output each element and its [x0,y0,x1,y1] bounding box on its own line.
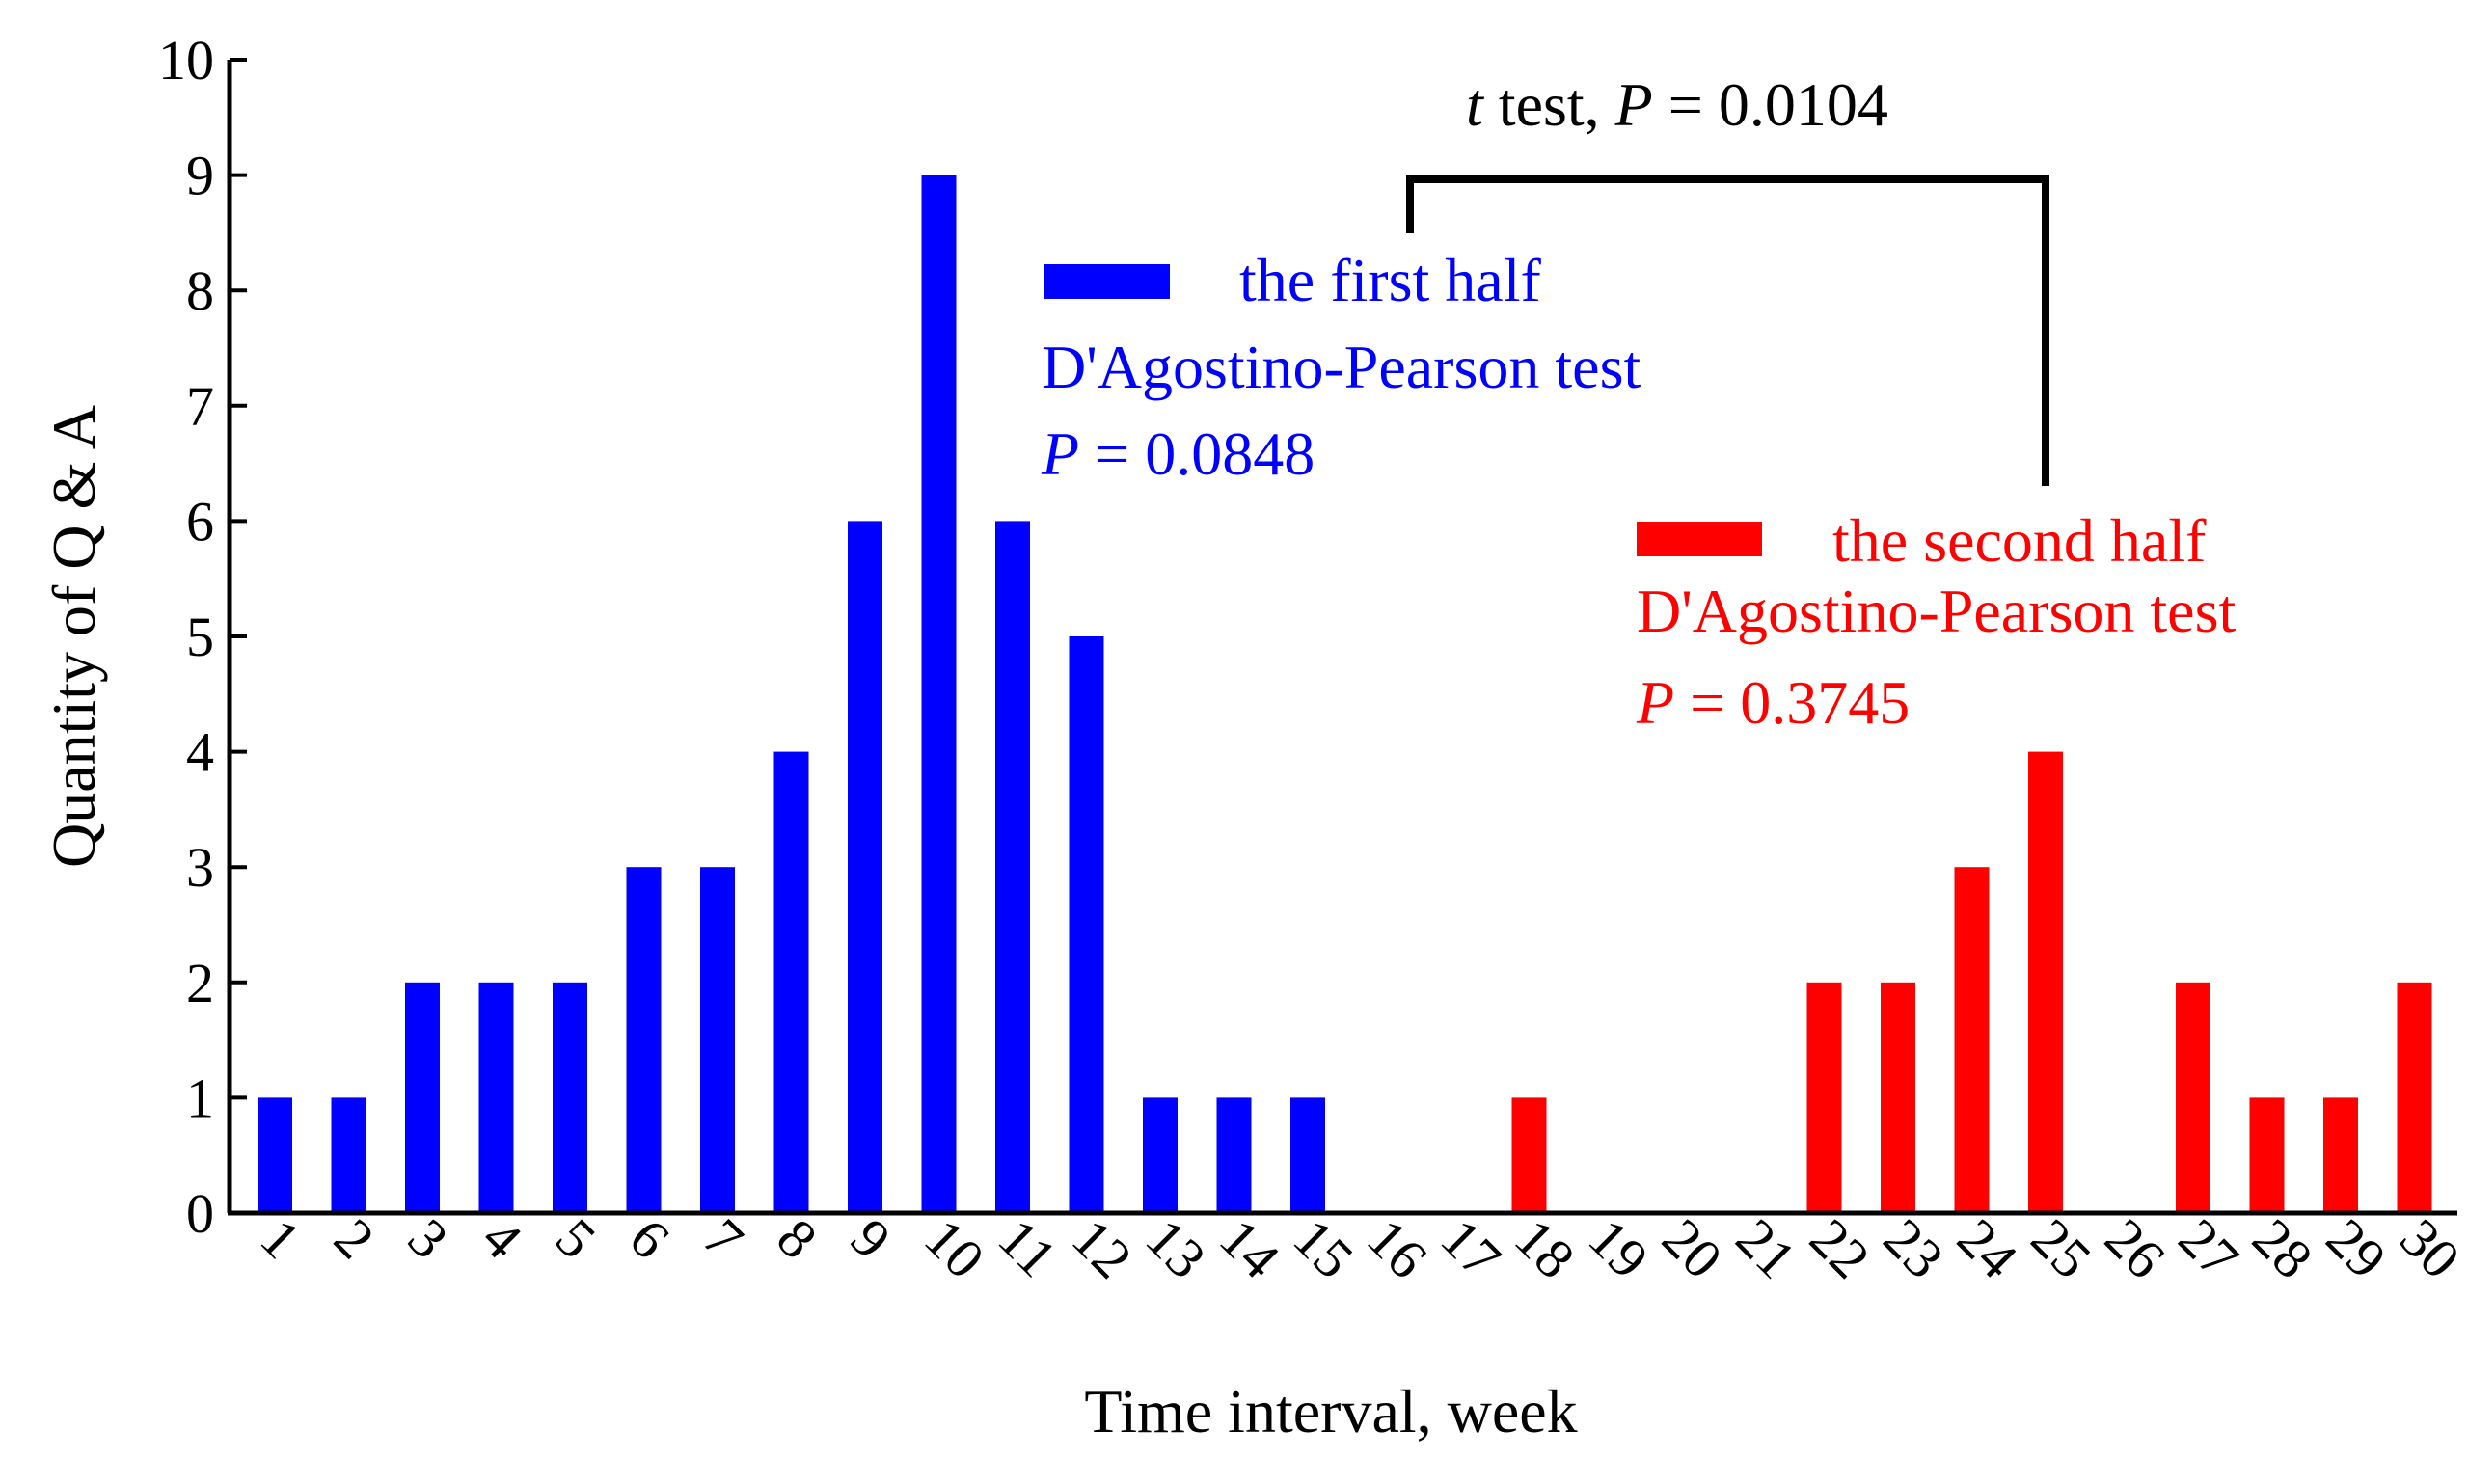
x-tick-label-2: 2 [322,1206,386,1270]
y-tick-label-4: 4 [186,721,214,784]
ttest-p-value: = 0.0104 [1653,70,1888,139]
y-tick-label-2: 2 [186,952,214,1014]
second-half-p-value: P = 0.3745 [1636,668,1910,737]
x-tick-label-7: 7 [692,1206,755,1270]
bar-second-half-week-22 [1806,982,1842,1213]
bar-first-half-week-10 [921,175,957,1214]
y-tick-label-7: 7 [186,375,214,438]
legend-swatch-second-half [1637,522,1762,556]
x-tick-label-3: 3 [396,1206,460,1270]
x-tick-label-13: 13 [1134,1206,1218,1290]
x-tick-label-24: 24 [1945,1206,2029,1290]
bar-second-half-week-24 [1954,867,1990,1213]
y-tick-label-5: 5 [186,606,214,668]
bar-first-half-week-12 [1069,636,1104,1213]
bar-first-half-week-5 [553,982,587,1213]
second-half-p-symbol: P [1636,668,1674,737]
x-tick-label-9: 9 [839,1206,903,1270]
bar-second-half-week-28 [2249,1097,2285,1213]
bar-first-half-week-8 [773,751,809,1213]
bar-second-half-week-18 [1511,1097,1547,1213]
y-tick-label-6: 6 [186,490,214,553]
ttest-bracket [1406,175,2049,486]
bar-first-half-week-1 [258,1097,292,1213]
y-ticks: 0 1 2 3 4 5 6 7 8 9 10 [158,29,247,1245]
bar-second-half-week-30 [2397,982,2432,1213]
x-tick-label-6: 6 [617,1206,681,1270]
second-half-test-name: D'Agostino-Pearson test [1637,577,2236,645]
x-tick-label-27: 27 [2167,1206,2251,1290]
legend-label-second-half: the second half [1832,506,2207,575]
first-half-p-value: P = 0.0848 [1041,419,1315,488]
bar-second-half-week-27 [2176,982,2210,1213]
x-tick-label-17: 17 [1429,1206,1513,1290]
bar-second-half-week-23 [1881,982,1915,1213]
x-tick-label-23: 23 [1872,1206,1956,1290]
ttest-t-symbol: t [1466,70,1485,139]
x-tick-label-11: 11 [987,1206,1069,1288]
bar-first-half-week-2 [331,1097,366,1213]
x-tick-label-25: 25 [2020,1206,2103,1290]
bar-first-half-week-3 [405,982,440,1213]
x-tick-label-30: 30 [2388,1206,2468,1290]
x-tick-label-12: 12 [1060,1206,1144,1290]
ttest-label: t test, P = 0.0104 [1466,70,1888,139]
x-tick-label-22: 22 [1798,1206,1882,1290]
ttest-p-symbol: P [1614,70,1653,139]
x-tick-labels: 1 2 3 4 5 6 7 8 9 1011121314151617181920212223242… [249,1206,2468,1290]
x-tick-label-29: 29 [2315,1206,2399,1290]
x-axis-title: Time interval, week [1084,1377,1577,1445]
bar-first-half-week-9 [848,521,882,1213]
bar-second-half-week-29 [2323,1097,2358,1213]
bar-first-half-week-7 [700,867,735,1213]
y-tick-label-8: 8 [186,259,214,322]
x-tick-label-18: 18 [1503,1206,1587,1290]
first-half-p-symbol: P [1041,419,1079,488]
x-tick-label-28: 28 [2240,1206,2324,1290]
x-tick-label-16: 16 [1355,1206,1439,1290]
x-tick-label-15: 15 [1282,1206,1366,1290]
y-tick-label-0: 0 [186,1182,214,1245]
x-tick-label-14: 14 [1207,1206,1291,1290]
legend-label-first-half: the first half [1239,246,1541,314]
bar-first-half-week-14 [1216,1097,1252,1213]
second-half-p-number: = 0.3745 [1674,668,1910,737]
x-tick-label-10: 10 [912,1206,996,1290]
bars [258,175,2432,1214]
x-tick-label-26: 26 [2093,1206,2177,1290]
y-tick-label-1: 1 [186,1066,214,1129]
bar-second-half-week-25 [2028,751,2063,1213]
legend-swatch-first-half [1044,264,1170,299]
bar-first-half-week-4 [478,982,514,1213]
x-tick-label-4: 4 [470,1206,533,1270]
y-tick-label-3: 3 [186,836,214,899]
first-half-test-name: D'Agostino-Pearson test [1042,333,1641,401]
x-tick-label-5: 5 [544,1206,608,1270]
y-tick-label-10: 10 [158,29,214,92]
bar-first-half-week-6 [626,867,662,1213]
x-tick-label-1: 1 [249,1206,312,1270]
bar-first-half-week-11 [995,521,1030,1213]
first-half-p-number: = 0.0848 [1079,419,1315,488]
x-tick-label-8: 8 [765,1206,828,1270]
y-axis-title: Quantity of Q & A [40,405,108,868]
x-tick-label-20: 20 [1650,1206,1734,1290]
ttest-label-mid: test, [1483,70,1615,139]
y-tick-label-9: 9 [186,145,214,207]
bar-first-half-week-15 [1290,1097,1325,1213]
bar-first-half-week-13 [1143,1097,1178,1213]
x-tick-label-21: 21 [1724,1206,1808,1290]
x-tick-label-19: 19 [1577,1206,1661,1290]
